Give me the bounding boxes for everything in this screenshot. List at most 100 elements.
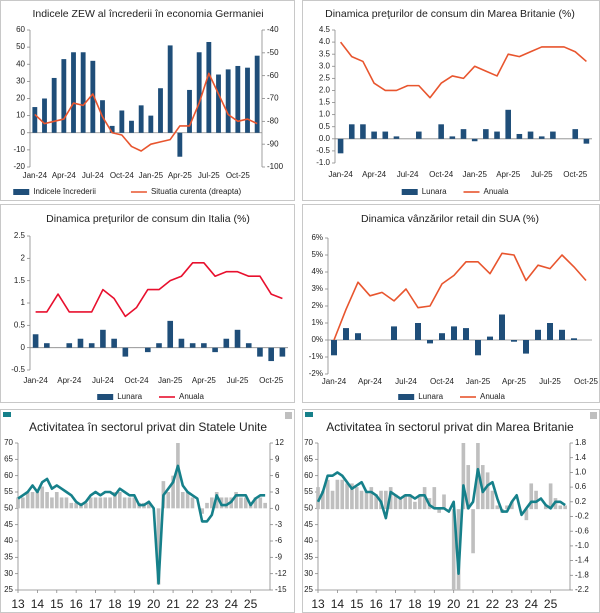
y-tick-label: 6% (311, 233, 323, 242)
y2-tick-label: 1.4 (575, 453, 587, 462)
panel (302, 0, 600, 201)
bar (471, 138, 478, 142)
bar (403, 494, 408, 510)
x-tick-label: Jul-25 (227, 376, 249, 385)
bar (30, 492, 35, 509)
bar (64, 497, 69, 509)
y-tick-label: 0% (311, 335, 323, 344)
bar (359, 490, 364, 510)
bar (563, 505, 567, 510)
line-series (34, 72, 258, 152)
legend-label: Lunara (422, 187, 447, 196)
y2-tick-label: -0.6 (575, 526, 589, 535)
y-tick-label: 20 (16, 94, 25, 103)
bar (345, 483, 349, 510)
bar (543, 505, 548, 510)
x-tick-label: Jul-25 (198, 171, 220, 180)
y2-tick-label: 0.6 (575, 482, 587, 491)
bar (529, 483, 534, 510)
bar (547, 323, 553, 340)
bar (93, 497, 98, 509)
y2-tick-label: -1.4 (575, 556, 589, 565)
bar (257, 347, 263, 357)
bar (316, 487, 320, 510)
y-tick-label: 70 (4, 438, 13, 447)
bar (245, 67, 250, 133)
x-tick-label: Apr-25 (192, 376, 217, 385)
bar (337, 138, 344, 154)
bar (148, 115, 154, 133)
y-tick-label: 40 (16, 59, 25, 68)
bar (243, 497, 248, 509)
bar (50, 497, 54, 509)
bar (225, 69, 231, 133)
panel (302, 204, 600, 403)
y-tick-label: 30 (16, 76, 25, 85)
bar (330, 490, 335, 510)
bar (176, 443, 180, 509)
bar (279, 347, 286, 357)
legend-swatch (590, 412, 597, 419)
y-tick-label: 2.5 (319, 73, 331, 82)
bar (109, 125, 115, 133)
bar (350, 483, 354, 510)
chart-title: Activitatea în sectorul privat din State… (29, 420, 267, 434)
bar (449, 136, 456, 139)
x-tick-label: 22 (486, 597, 500, 611)
bar (437, 509, 441, 513)
y2-tick-label: -60 (267, 71, 279, 80)
bar (369, 487, 374, 510)
bar (475, 340, 481, 356)
y-tick-label: 25 (4, 585, 13, 594)
line-series (333, 252, 587, 341)
bar (88, 497, 93, 509)
bar (550, 131, 556, 139)
x-tick-label: Jul-24 (92, 376, 114, 385)
y2-tick-label: -90 (267, 139, 279, 148)
x-tick-label: 22 (186, 597, 200, 611)
x-tick-label: Oct-24 (110, 171, 135, 180)
y2-tick-label: -50 (267, 48, 279, 57)
chart-title: Dinamica preţurilor de consum din Italia… (46, 213, 250, 225)
bar (71, 52, 76, 133)
bar (524, 509, 529, 521)
bar (355, 333, 361, 340)
y2-tick-label: -40 (267, 25, 279, 34)
bar (583, 138, 590, 144)
y-tick-label: 3.5 (319, 49, 331, 58)
y-tick-label: 4.5 (319, 25, 331, 34)
x-tick-label: Jul-24 (82, 171, 104, 180)
y2-tick-label: -6 (275, 536, 283, 545)
bar (90, 60, 96, 133)
bar (364, 490, 369, 510)
bar (59, 497, 64, 509)
bar (321, 490, 325, 510)
bar (108, 497, 112, 509)
bar (127, 497, 132, 509)
bar (471, 509, 475, 554)
y-tick-label: 1.0 (319, 110, 331, 119)
y-tick-label: -1% (309, 352, 323, 361)
x-tick-label: Apr-24 (52, 171, 77, 180)
y2-tick-label: 0.2 (575, 497, 587, 506)
bar (258, 497, 263, 509)
bar (415, 323, 421, 340)
y-tick-label: 65 (4, 454, 13, 463)
bar (223, 338, 230, 348)
bar (189, 343, 196, 348)
y2-tick-label: 12 (275, 438, 284, 447)
y-tick-label: 1% (311, 318, 323, 327)
bar (122, 347, 129, 357)
y-tick-label: 45 (304, 520, 313, 529)
bar (16, 497, 20, 509)
bar (234, 329, 241, 348)
y-tick-label: 60 (304, 471, 313, 480)
bar (178, 338, 185, 348)
bar (234, 492, 238, 509)
x-tick-label: Oct-24 (430, 377, 455, 386)
bar (416, 131, 422, 139)
bar (325, 479, 330, 510)
x-tick-label: 14 (31, 597, 45, 611)
bar (268, 347, 274, 362)
panel (0, 204, 295, 403)
